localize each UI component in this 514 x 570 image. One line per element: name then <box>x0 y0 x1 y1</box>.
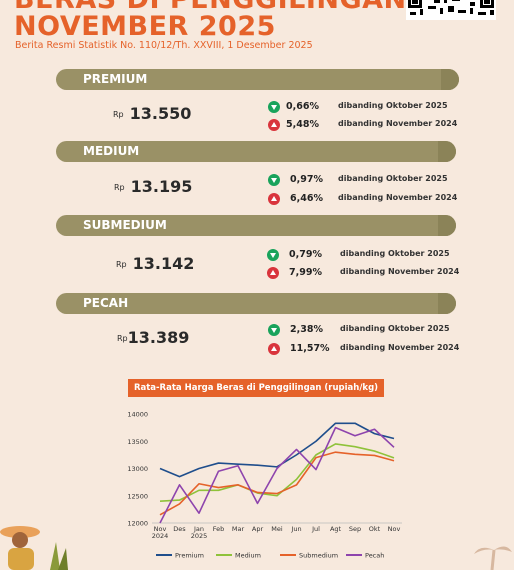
chart-title: Rata-Rata Harga Beras di Penggilingan (r… <box>128 379 384 397</box>
change-desc: dibanding Oktober 2025 <box>340 324 450 333</box>
change-desc: dibanding Oktober 2025 <box>338 174 448 183</box>
category-bar-premium: PREMIUM <box>56 69 459 90</box>
change-desc: dibanding November 2024 <box>338 119 458 128</box>
change-desc: dibanding Oktober 2025 <box>340 249 450 258</box>
category-bar-submedium: SUBMEDIUM <box>56 215 456 236</box>
change-desc: dibanding Oktober 2025 <box>338 101 448 110</box>
qr-code-icon[interactable] <box>406 0 496 20</box>
palm-tree-icon <box>474 546 512 570</box>
arrow-down-icon <box>268 324 280 336</box>
currency-label: Rp <box>114 183 125 192</box>
price-premium: Rp 13.550 <box>113 104 191 123</box>
category-bar-medium: MEDIUM <box>56 141 456 162</box>
price-pecah: Rp13.389 <box>117 328 189 347</box>
x-tick-label: Nov <box>388 525 401 533</box>
y-tick-label: 14000 <box>127 411 148 419</box>
series-line-submedium <box>159 451 395 516</box>
title-line-2: NOVEMBER 2025 <box>14 11 276 42</box>
change-pct: 0,66% <box>286 101 319 112</box>
x-tick-label: Sep <box>349 525 361 533</box>
price-submedium: Rp 13.142 <box>116 254 194 273</box>
x-tick-year-label: 2025 <box>191 532 208 540</box>
arrow-down-icon <box>268 174 280 186</box>
change-pct: 11,57% <box>290 343 330 354</box>
currency-label: Rp <box>117 334 128 343</box>
legend-label: Pecah <box>365 552 384 560</box>
price-value: 13.550 <box>129 104 192 123</box>
change-desc: dibanding November 2024 <box>340 267 460 276</box>
change-pct: 2,38% <box>290 324 323 335</box>
x-tick-label: Jul <box>311 525 320 533</box>
currency-label: Rp <box>113 110 124 119</box>
price-value: 13.195 <box>130 177 193 196</box>
x-tick-label: Des <box>173 525 186 533</box>
change-pct: 7,99% <box>289 267 322 278</box>
arrow-down-icon <box>268 101 280 113</box>
x-tick-label: Mar <box>232 525 245 533</box>
legend-label: Submedium <box>299 552 338 560</box>
change-pct: 0,97% <box>290 174 323 185</box>
x-tick-label: Apr <box>252 525 264 533</box>
change-pct: 5,48% <box>286 119 319 130</box>
farmer-illustration-icon <box>0 526 68 570</box>
page-title: BERAS DI PENGGILINGAN NOVEMBER 2025 <box>14 0 407 40</box>
change-desc: dibanding November 2024 <box>338 193 458 202</box>
series-line-medium <box>159 443 395 502</box>
y-tick-label: 13000 <box>127 465 148 473</box>
title-line-1: BERAS DI PENGGILINGAN <box>14 0 407 13</box>
arrow-down-icon <box>267 249 279 261</box>
series-line-pecah <box>159 426 395 524</box>
x-tick-label: Agt <box>330 525 342 533</box>
currency-label: Rp <box>116 260 127 269</box>
y-tick-label: 13500 <box>127 438 148 446</box>
change-pct: 6,46% <box>290 193 323 204</box>
price-medium: Rp 13.195 <box>114 177 192 196</box>
x-tick-year-label: 2024 <box>152 532 169 540</box>
arrow-up-icon <box>267 267 279 279</box>
price-value: 13.142 <box>132 254 195 273</box>
arrow-up-icon <box>268 119 280 131</box>
x-tick-label: Mei <box>271 525 283 533</box>
price-value: 13.389 <box>127 328 190 347</box>
legend-label: Premium <box>175 552 204 560</box>
change-pct: 0,79% <box>289 249 322 260</box>
y-tick-label: 12500 <box>127 492 148 500</box>
legend-label: Medium <box>235 552 261 560</box>
x-tick-label: Jan <box>193 525 204 533</box>
x-tick-label: Jun <box>290 525 301 533</box>
change-desc: dibanding November 2024 <box>340 343 460 352</box>
category-bar-pecah: PECAH <box>56 293 456 314</box>
y-tick-label: 12000 <box>127 520 148 528</box>
release-subtitle: Berita Resmi Statistik No. 110/12/Th. XX… <box>15 40 313 51</box>
x-tick-label: Nov <box>154 525 167 533</box>
x-tick-label: Feb <box>213 525 225 533</box>
series-line-premium <box>159 422 395 478</box>
arrow-up-icon <box>268 343 280 355</box>
x-tick-label: Okt <box>369 525 381 533</box>
arrow-up-icon <box>268 193 280 205</box>
